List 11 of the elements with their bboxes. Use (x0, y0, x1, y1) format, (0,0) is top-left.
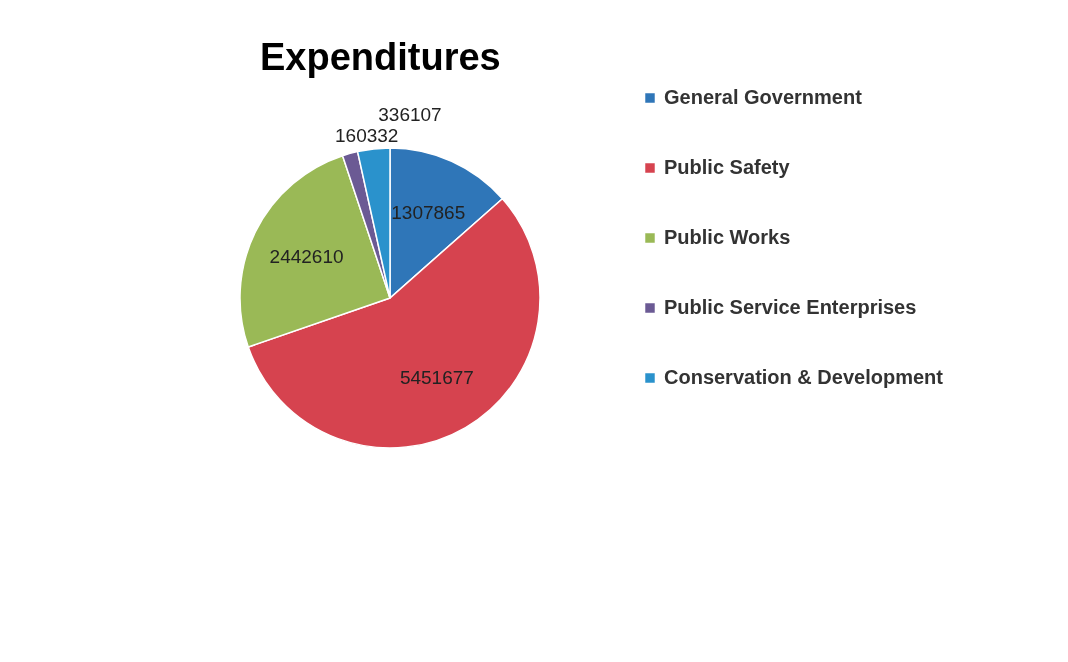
data-label: 1307865 (391, 202, 466, 224)
legend-label: General Government (664, 86, 863, 108)
data-label: 5451677 (399, 367, 474, 389)
data-label: 160332 (335, 125, 399, 147)
legend-label: Conservation & Development (664, 366, 944, 388)
data-label: 2442610 (269, 245, 344, 267)
legend-label: Public Service Enterprises (664, 296, 917, 318)
chart-title: Expenditures (260, 36, 501, 78)
legend-label: Public Safety (664, 156, 791, 178)
legend-label: Public Works (664, 226, 791, 248)
data-label: 336107 (378, 104, 442, 126)
